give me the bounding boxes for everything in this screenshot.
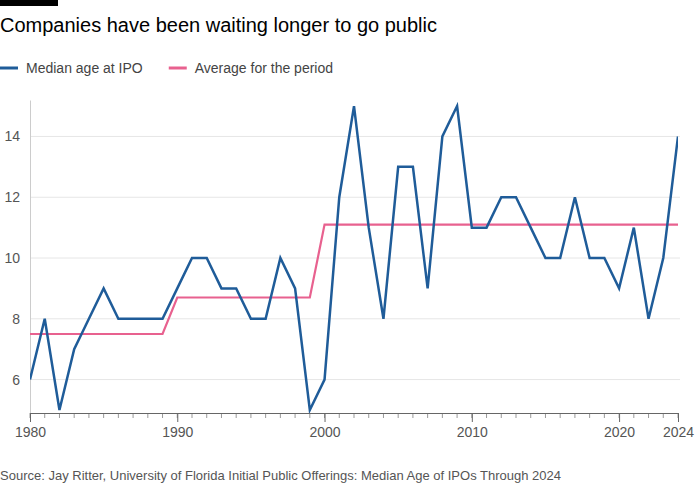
grid-line: [30, 136, 680, 137]
x-tick-label: 2020: [604, 424, 635, 440]
x-tick-mark: [177, 413, 178, 422]
y-tick: 8: [12, 311, 30, 327]
legend-label: Median age at IPO: [26, 60, 143, 76]
legend-item: Average for the period: [169, 60, 333, 76]
title: Companies have been waiting longer to go…: [0, 14, 437, 36]
x-tick: 2000: [309, 413, 340, 440]
x-tick-mark: [678, 413, 679, 422]
x-tick: 1990: [162, 413, 193, 440]
grid: [30, 136, 680, 379]
series-line: [30, 106, 678, 410]
y-tick: 12: [4, 189, 30, 205]
x-tick-label: 1980: [15, 424, 46, 440]
y-axis: 6 8 10 12 14: [4, 101, 30, 414]
legend-swatch: [0, 67, 18, 70]
legend-swatch: [169, 67, 187, 70]
y-tick-label: 10: [4, 250, 20, 266]
y-tick-label: 12: [4, 189, 20, 205]
x-tick: 2024: [663, 413, 694, 440]
y-tick: 14: [4, 128, 30, 144]
x-tick-label: 1990: [162, 424, 193, 440]
grid-line: [30, 379, 680, 380]
x-axis-line: [31, 413, 679, 414]
x-tick-label: 2010: [457, 424, 488, 440]
x-tick-mark: [472, 413, 473, 422]
legend-label: Average for the period: [195, 60, 333, 76]
x-tick-mark: [619, 413, 620, 422]
y-tick-label: 14: [4, 128, 20, 144]
x-minor-ticks: [30, 413, 678, 418]
x-tick: 2020: [604, 413, 635, 440]
chart: Companies have been waiting longer to go…: [0, 0, 700, 500]
y-tick-label: 6: [12, 372, 20, 388]
x-tick-mark: [325, 413, 326, 422]
y-tick: 10: [4, 250, 30, 266]
x-tick: 1980: [15, 413, 46, 440]
source: Source: Jay Ritter, University of Florid…: [0, 468, 561, 483]
brand-bar: [0, 0, 58, 6]
x-axis: 1980 1990 2000 2010 2020 2024: [15, 413, 694, 440]
plot-area: [30, 106, 678, 410]
legend-item: Median age at IPO: [0, 60, 143, 76]
grid-line: [30, 258, 680, 259]
x-tick-label: 2024: [663, 424, 694, 440]
y-axis-line: [30, 101, 31, 414]
x-tick-mark: [30, 413, 31, 422]
grid-line: [30, 197, 680, 198]
y-tick: 6: [12, 372, 30, 388]
x-tick-label: 2000: [309, 424, 340, 440]
y-tick-label: 8: [12, 311, 20, 327]
x-tick: 2010: [457, 413, 488, 440]
